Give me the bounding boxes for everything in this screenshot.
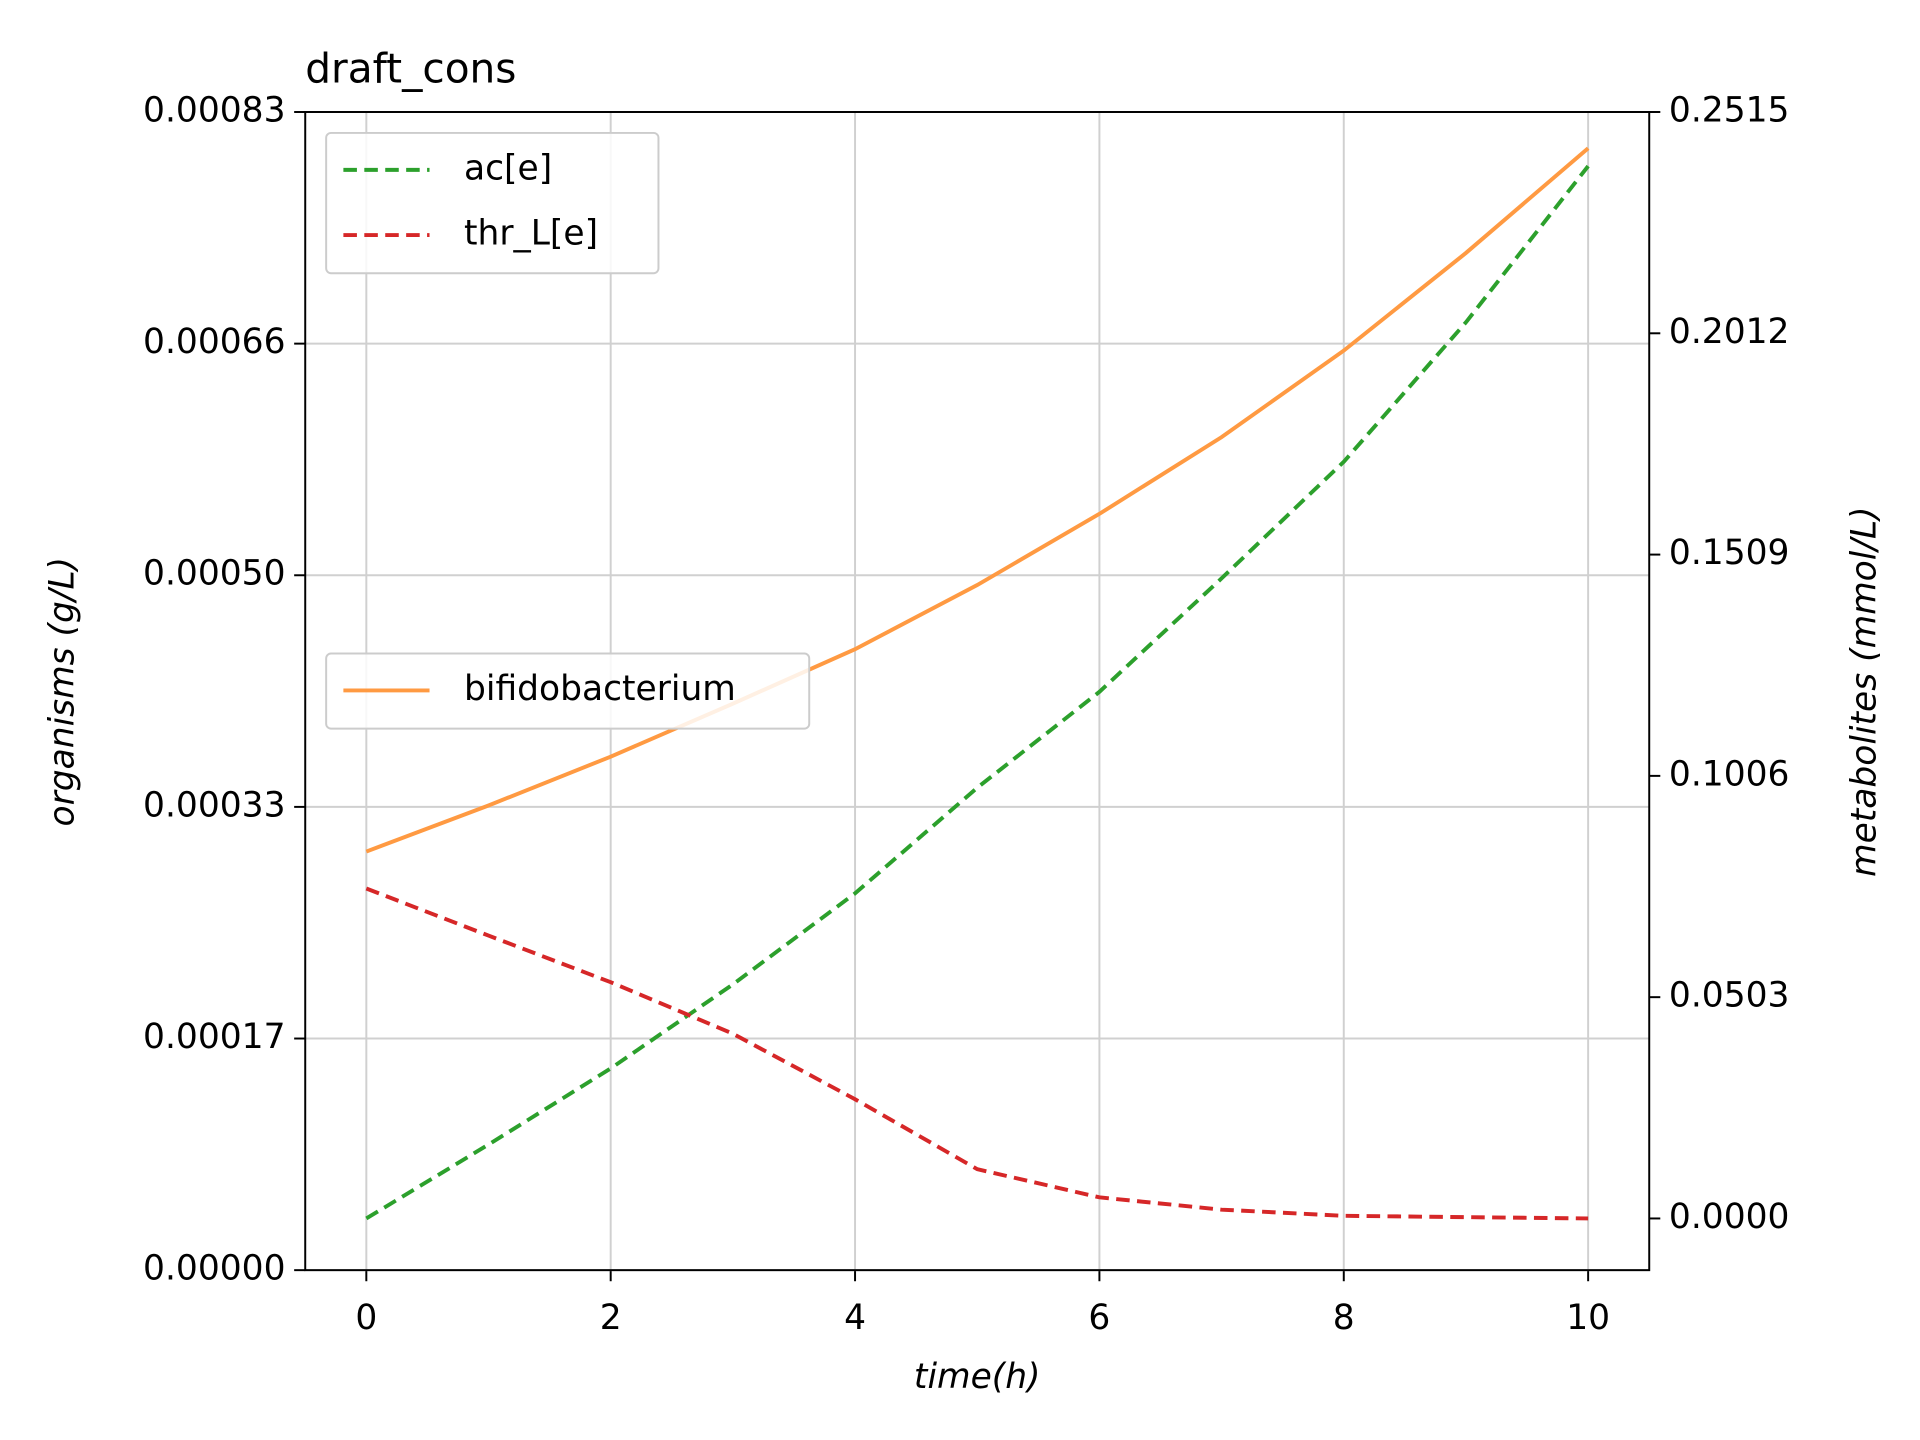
- x-tick-label: 10: [1566, 1298, 1610, 1338]
- x-tick-label: 4: [844, 1298, 866, 1338]
- legend-label: bifidobacterium: [464, 669, 736, 709]
- series-line: [365, 146, 1590, 854]
- y-axis-label: organisms (g/L): [43, 557, 83, 827]
- y2-tick-label: 0.2515: [1669, 91, 1790, 131]
- legend-box: [325, 652, 811, 730]
- legend-label: thr_L[e]: [464, 214, 598, 254]
- legend-label: ac[e]: [464, 148, 552, 188]
- y-tick-label: 0.00066: [143, 322, 285, 362]
- y-tick-label: 0.00083: [143, 91, 285, 131]
- x-tick-label: 0: [355, 1298, 377, 1338]
- y-tick-label: 0.00017: [143, 1017, 285, 1057]
- series-line: [365, 886, 1589, 1221]
- y2-tick-label: 0.1006: [1669, 754, 1790, 794]
- x-axis-label: time(h): [914, 1357, 1041, 1397]
- chart-title: draft_cons: [305, 44, 516, 92]
- y2-tick-label: 0.2012: [1669, 312, 1790, 352]
- y2-tick-label: 0.1509: [1669, 533, 1790, 573]
- y2-tick-label: 0.0000: [1669, 1197, 1790, 1237]
- y-tick-label: 0.00000: [143, 1249, 285, 1289]
- x-tick-label: 6: [1088, 1298, 1110, 1338]
- y-tick-label: 0.00033: [143, 785, 285, 825]
- x-tick-label: 2: [600, 1298, 622, 1338]
- y2-axis-label: metabolites (mmol/L): [1844, 506, 1884, 877]
- series-line: [365, 164, 1590, 1221]
- y-tick-label: 0.00050: [143, 554, 285, 594]
- x-tick-label: 8: [1333, 1298, 1355, 1338]
- y2-tick-label: 0.0503: [1669, 976, 1790, 1016]
- plot-frame: [304, 111, 1651, 1272]
